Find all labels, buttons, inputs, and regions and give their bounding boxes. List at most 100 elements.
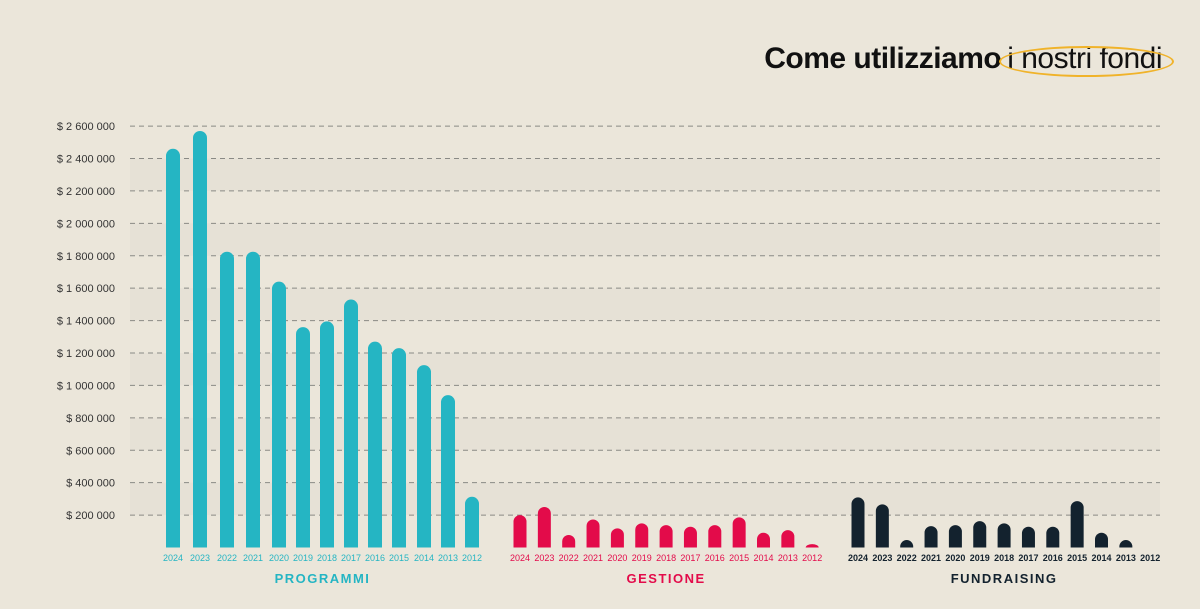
bar-gestione-2012 bbox=[805, 544, 819, 548]
x-tick-label: 2015 bbox=[389, 553, 409, 563]
bar-gestione-2024 bbox=[513, 515, 527, 548]
group-label-fundraising: FUNDRAISING bbox=[951, 571, 1058, 586]
x-tick-label: 2014 bbox=[414, 553, 434, 563]
bar-fundraising-2024 bbox=[851, 497, 865, 548]
highlight-ring bbox=[999, 46, 1174, 77]
bar-gestione-2022 bbox=[562, 535, 576, 548]
x-tick-label: 2013 bbox=[778, 553, 798, 563]
y-tick-label: $ 1 800 000 bbox=[57, 251, 115, 263]
title-bold: Come utilizziamo bbox=[764, 42, 1002, 75]
bar-fundraising-2015 bbox=[1070, 501, 1084, 548]
bar-programmi-2014 bbox=[417, 365, 431, 548]
x-tick-label: 2024 bbox=[510, 553, 530, 563]
x-tick-label: 2013 bbox=[438, 553, 458, 563]
x-tick-label: 2020 bbox=[945, 553, 965, 563]
x-tick-label: 2012 bbox=[802, 553, 822, 563]
x-tick-label: 2017 bbox=[1018, 553, 1038, 563]
bar-fundraising-2016 bbox=[1046, 526, 1060, 548]
x-tick-label: 2024 bbox=[848, 553, 868, 563]
bar-gestione-2021 bbox=[586, 519, 600, 548]
bar-fundraising-2014 bbox=[1095, 532, 1108, 548]
x-tick-label: 2014 bbox=[753, 553, 773, 563]
x-tick-label: 2012 bbox=[462, 553, 482, 563]
bar-fundraising-2023 bbox=[875, 504, 889, 548]
x-tick-label: 2018 bbox=[994, 553, 1014, 563]
x-tick-label: 2016 bbox=[705, 553, 725, 563]
bar-gestione-2013 bbox=[781, 530, 795, 548]
chart-title: Come utilizziamo i nostri fondi bbox=[764, 42, 1174, 77]
x-tick-label: 2019 bbox=[632, 553, 652, 563]
bar-gestione-2017 bbox=[683, 526, 697, 548]
bar-programmi-2023 bbox=[193, 130, 207, 548]
y-tick-label: $ 1 200 000 bbox=[57, 348, 115, 360]
x-tick-label: 2015 bbox=[729, 553, 749, 563]
x-tick-label: 2021 bbox=[583, 553, 603, 563]
grid-band bbox=[130, 223, 1160, 256]
x-tick-label: 2023 bbox=[872, 553, 892, 563]
bar-gestione-2018 bbox=[659, 525, 673, 548]
x-tick-label: 2017 bbox=[680, 553, 700, 563]
bar-gestione-2020 bbox=[610, 528, 624, 548]
bar-gestione-2023 bbox=[537, 506, 551, 548]
bar-programmi-2016 bbox=[368, 341, 382, 548]
bar-programmi-2017 bbox=[344, 299, 358, 548]
x-tick-label: 2018 bbox=[656, 553, 676, 563]
x-tick-label: 2021 bbox=[243, 553, 263, 563]
x-tick-label: 2013 bbox=[1116, 553, 1136, 563]
bar-gestione-2019 bbox=[635, 523, 649, 548]
bar-programmi-2012 bbox=[465, 496, 479, 548]
y-tick-label: $ 600 000 bbox=[66, 445, 115, 457]
bar-fundraising-2018 bbox=[997, 523, 1011, 548]
bar-gestione-2016 bbox=[708, 525, 722, 548]
bar-programmi-2021 bbox=[246, 251, 260, 548]
x-tick-label: 2022 bbox=[217, 553, 237, 563]
y-tick-label: $ 2 400 000 bbox=[57, 154, 115, 166]
grid-band bbox=[130, 288, 1160, 321]
x-tick-label: 2015 bbox=[1067, 553, 1087, 563]
y-tick-label: $ 1 600 000 bbox=[57, 283, 115, 295]
group-label-programmi: PROGRAMMI bbox=[275, 571, 371, 586]
x-tick-label: 2022 bbox=[559, 553, 579, 563]
bar-programmi-2013 bbox=[441, 395, 455, 548]
group-label-gestione: GESTIONE bbox=[627, 571, 706, 586]
x-tick-label: 2012 bbox=[1140, 553, 1160, 563]
x-tick-label: 2020 bbox=[269, 553, 289, 563]
bar-fundraising-2019 bbox=[973, 521, 987, 548]
bar-programmi-2015 bbox=[392, 348, 406, 548]
bar-fundraising-2017 bbox=[1021, 526, 1035, 548]
x-tick-label: 2019 bbox=[970, 553, 990, 563]
bar-fundraising-2013 bbox=[1119, 540, 1133, 548]
x-tick-label: 2023 bbox=[190, 553, 210, 563]
x-tick-label: 2021 bbox=[921, 553, 941, 563]
bar-gestione-2015 bbox=[732, 517, 746, 548]
x-tick-label: 2016 bbox=[1043, 553, 1063, 563]
x-tick-label: 2023 bbox=[534, 553, 554, 563]
bar-gestione-2014 bbox=[757, 532, 770, 548]
bar-programmi-2019 bbox=[296, 327, 310, 548]
y-tick-label: $ 1 400 000 bbox=[57, 316, 115, 328]
x-tick-label: 2016 bbox=[365, 553, 385, 563]
bar-programmi-2024 bbox=[166, 148, 180, 548]
y-tick-label: $ 2 200 000 bbox=[57, 186, 115, 198]
x-tick-label: 2020 bbox=[607, 553, 627, 563]
x-tick-label: 2019 bbox=[293, 553, 313, 563]
y-tick-label: $ 2 600 000 bbox=[57, 121, 115, 133]
bar-programmi-2018 bbox=[320, 321, 334, 548]
title-light: i nostri fondi bbox=[999, 42, 1174, 77]
bar-fundraising-2020 bbox=[948, 525, 962, 548]
x-tick-label: 2024 bbox=[163, 553, 183, 563]
x-tick-label: 2018 bbox=[317, 553, 337, 563]
y-tick-label: $ 200 000 bbox=[66, 510, 115, 522]
bar-fundraising-2021 bbox=[924, 526, 938, 548]
x-tick-label: 2022 bbox=[897, 553, 917, 563]
y-tick-label: $ 2 000 000 bbox=[57, 218, 115, 230]
bar-programmi-2020 bbox=[272, 281, 286, 548]
y-tick-label: $ 400 000 bbox=[66, 478, 115, 490]
grid-band bbox=[130, 158, 1160, 191]
bar-fundraising-2022 bbox=[900, 540, 914, 548]
y-tick-label: $ 800 000 bbox=[66, 413, 115, 425]
y-tick-label: $ 1 000 000 bbox=[57, 380, 115, 392]
x-tick-label: 2014 bbox=[1091, 553, 1111, 563]
x-tick-label: 2017 bbox=[341, 553, 361, 563]
bar-programmi-2022 bbox=[220, 251, 234, 548]
